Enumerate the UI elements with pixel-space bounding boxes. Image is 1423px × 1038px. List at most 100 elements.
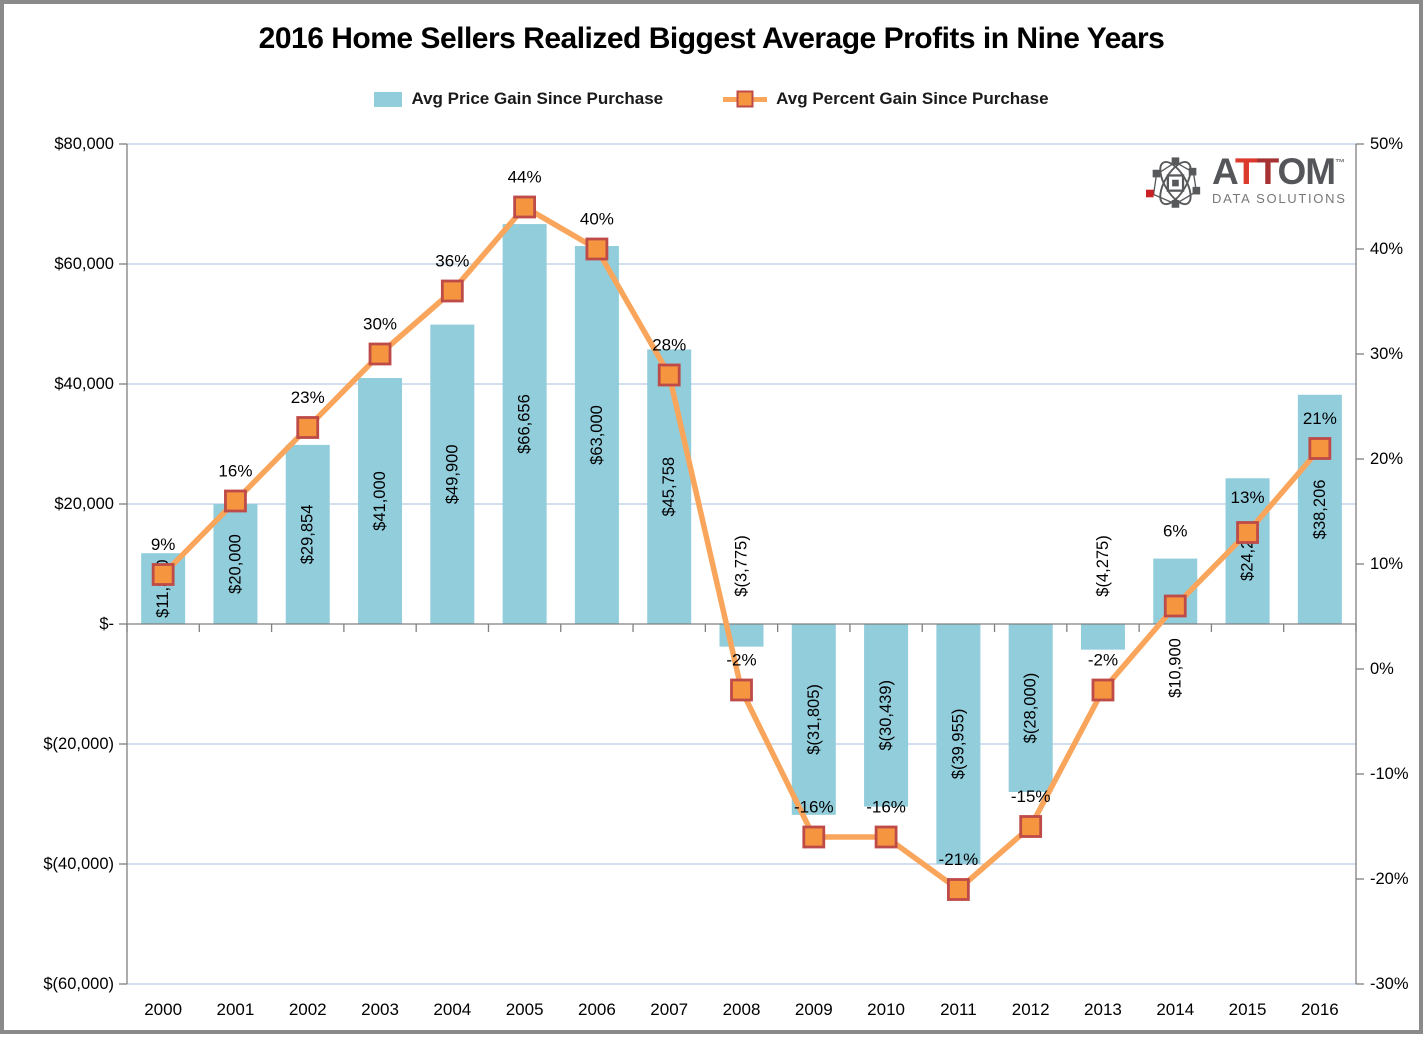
bar-2006	[574, 246, 619, 624]
line-marker-icon	[736, 90, 754, 108]
x-axis-label-2015: 2015	[1229, 1000, 1267, 1019]
line-marker-2014	[1163, 594, 1187, 618]
bar-label-2007: $45,758	[660, 457, 678, 517]
percent-label-2012: -15%	[1011, 787, 1051, 806]
legend-label-percent-gain: Avg Percent Gain Since Purchase	[776, 89, 1049, 108]
line-marker-2002	[296, 416, 320, 439]
line-marker-2007	[657, 363, 681, 387]
left-axis-label: $-	[99, 615, 114, 633]
right-axis-label: 20%	[1370, 450, 1403, 468]
percent-label-2008: -2%	[726, 651, 756, 670]
percent-label-2016: 21%	[1303, 409, 1337, 428]
bar-2011	[936, 624, 981, 864]
right-axis-label: 30%	[1370, 345, 1403, 363]
bar-label-2012: $(28,000)	[1022, 673, 1040, 744]
percent-label-2000: 9%	[151, 535, 176, 554]
bar-2003	[358, 378, 403, 624]
x-axis-label-2006: 2006	[578, 1000, 616, 1019]
bar-label-2008: $(3,775)	[733, 535, 751, 596]
percent-label-2006: 40%	[580, 210, 614, 229]
percent-label-2001: 16%	[218, 462, 252, 481]
line-marker-2009	[802, 825, 826, 849]
bar-2005	[502, 224, 547, 624]
x-axis-label-2014: 2014	[1156, 1000, 1194, 1019]
percent-label-2010: -16%	[866, 798, 906, 817]
line-marker-2010	[874, 825, 898, 849]
right-axis-label: -20%	[1370, 870, 1409, 888]
left-axis-label: $(40,000)	[43, 855, 114, 873]
right-axis-label: 50%	[1370, 135, 1403, 153]
line-marker-2015	[1236, 521, 1259, 544]
line-marker-2016	[1308, 437, 1332, 460]
bar-2004	[430, 324, 475, 624]
bar-label-2014: $10,900	[1166, 638, 1184, 698]
x-axis-label-2004: 2004	[433, 1000, 471, 1019]
attom-atom-icon	[1146, 157, 1201, 208]
right-axis-label: 10%	[1370, 555, 1403, 573]
bar-2010	[864, 624, 909, 807]
chart-title: 2016 Home Sellers Realized Biggest Avera…	[258, 22, 1165, 55]
bar-series-swatch	[374, 91, 403, 107]
bar-label-2011: $(39,955)	[949, 709, 967, 780]
bar-label-2003: $41,000	[371, 471, 389, 531]
x-axis-label-2008: 2008	[723, 1000, 761, 1019]
x-axis-label-2002: 2002	[289, 1000, 327, 1019]
percent-label-2007: 28%	[652, 336, 686, 355]
line-marker-2005	[513, 195, 537, 219]
bar-label-2005: $66,656	[516, 394, 534, 454]
line-marker-2012	[1019, 815, 1043, 838]
percent-label-2005: 44%	[508, 168, 542, 187]
line-marker-2001	[224, 489, 247, 513]
left-axis-label: $(20,000)	[43, 735, 114, 753]
right-axis-label: -30%	[1370, 975, 1409, 993]
attom-logo: ATTOM™ DATA SOLUTIONS	[1146, 151, 1347, 214]
logo-text: ATTOM™ DATA SOLUTIONS	[1212, 151, 1347, 207]
line-marker-2006	[585, 237, 609, 261]
right-axis-label: 0%	[1370, 660, 1394, 678]
bar-2012	[1008, 624, 1053, 792]
line-marker-2000	[151, 563, 175, 586]
bar-label-2004: $49,900	[443, 444, 461, 504]
x-axis-label-2007: 2007	[650, 1000, 688, 1019]
bar-label-2016: $38,206	[1311, 480, 1329, 540]
left-axis-label: $60,000	[54, 255, 114, 273]
logo-wordmark: ATTOM™	[1212, 151, 1346, 192]
left-axis-label: $40,000	[54, 375, 114, 393]
percent-label-2013: -2%	[1088, 651, 1118, 670]
bar-label-2009: $(31,805)	[805, 684, 823, 755]
trademark-symbol: ™	[1335, 158, 1346, 169]
x-axis-label-2013: 2013	[1084, 1000, 1122, 1019]
percent-label-2011: -21%	[939, 850, 979, 869]
left-axis-label: $(60,000)	[43, 975, 114, 993]
legend-label-price-gain: Avg Price Gain Since Purchase	[411, 89, 664, 108]
bar-label-2010: $(30,439)	[877, 680, 895, 751]
line-marker-2004	[440, 279, 464, 303]
percent-label-2015: 13%	[1231, 488, 1265, 507]
right-axis-label: -10%	[1370, 765, 1409, 783]
logo-red-square	[1146, 189, 1154, 198]
x-axis-label-2005: 2005	[506, 1000, 544, 1019]
left-axis-label: $80,000	[54, 135, 114, 153]
x-axis-label-2011: 2011	[940, 1000, 977, 1019]
bar-label-2006: $63,000	[588, 405, 606, 465]
plot-area: $11,800 $20,000 $29,854$41,000 $49,900$66,6…	[43, 135, 1409, 1019]
legend-item-price-gain: Avg Price Gain Since Purchase	[374, 89, 663, 109]
x-axis-label-2003: 2003	[361, 1000, 399, 1019]
bar-label-2013: $(4,275)	[1094, 535, 1112, 596]
x-axis-label-2009: 2009	[795, 1000, 833, 1019]
bar-2001	[213, 504, 258, 624]
percent-label-2002: 23%	[291, 388, 325, 407]
logo-subtitle: DATA SOLUTIONS	[1212, 191, 1347, 207]
x-axis-label-2012: 2012	[1012, 1000, 1050, 1019]
right-axis-label: 40%	[1370, 240, 1403, 258]
x-axis-label-2000: 2000	[144, 1000, 182, 1019]
bar-2013	[1080, 624, 1125, 650]
bar-2016	[1297, 394, 1342, 624]
line-series-swatch	[723, 90, 768, 108]
line-marker-2011	[946, 878, 970, 901]
legend-item-percent-gain: Avg Percent Gain Since Purchase	[723, 89, 1049, 109]
line-marker-2008	[730, 678, 753, 702]
percent-label-2014: 6%	[1163, 522, 1188, 541]
